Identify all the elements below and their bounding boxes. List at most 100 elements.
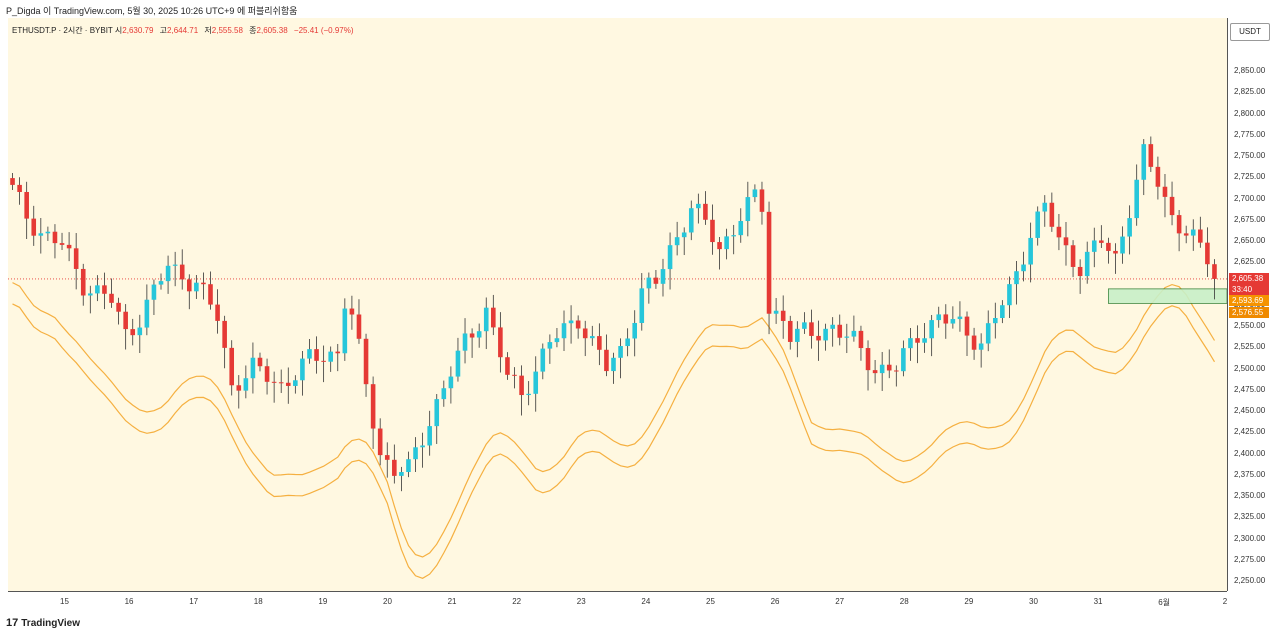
candle-body — [201, 282, 206, 285]
time-tick: 17 — [189, 597, 199, 606]
candle-body — [73, 248, 79, 269]
symbol-legend: ETHUSDT.P · 2시간 · BYBIT 시2,630.79 고2,644… — [12, 25, 354, 36]
low-label: 저 — [204, 26, 212, 35]
candle-body — [540, 348, 546, 372]
high-value: 2,644.71 — [167, 26, 199, 35]
candle-body — [392, 459, 397, 476]
candle-body — [985, 323, 991, 344]
candle-body — [1176, 215, 1182, 234]
price-tick: 2,625.00 — [1234, 257, 1266, 267]
upper-band-line — [12, 282, 1216, 558]
candle-body — [1148, 144, 1154, 167]
last-price-value: 2,605.38 — [1232, 274, 1264, 283]
candle-body — [1190, 229, 1196, 236]
candle-body — [413, 447, 418, 460]
candle-body — [384, 455, 390, 460]
candle-body — [293, 380, 298, 386]
candle-body — [674, 237, 680, 246]
candle-body — [420, 445, 425, 448]
time-tick: 6월 — [1158, 598, 1170, 607]
currency-button[interactable]: USDT — [1230, 23, 1270, 41]
time-tick: 16 — [124, 597, 134, 606]
time-tick: 26 — [770, 597, 780, 606]
candle-body — [1099, 240, 1104, 243]
candle-body — [681, 232, 687, 238]
candle-body — [745, 197, 751, 222]
candle-body — [1091, 240, 1097, 252]
candle-body — [300, 358, 305, 381]
last-price-badge: 2,605.38 33:40 — [1229, 273, 1269, 295]
candle-body — [498, 327, 503, 358]
candle-body — [1162, 186, 1168, 197]
candle-body — [1141, 144, 1147, 180]
candle-body — [10, 178, 15, 185]
candle-body — [738, 221, 744, 236]
candle-body — [448, 376, 454, 389]
candle-body — [872, 370, 878, 374]
candle-body — [243, 378, 249, 391]
candle-body — [830, 324, 835, 329]
candle-body — [1035, 211, 1041, 238]
candle-body — [194, 282, 199, 292]
candle-body — [568, 320, 574, 324]
candle-body — [851, 330, 857, 337]
time-tick: 31 — [1093, 597, 1103, 606]
price-tick: 2,400.00 — [1234, 448, 1266, 458]
candle-body — [399, 472, 404, 476]
candle-body — [505, 357, 510, 375]
candle-body — [1155, 166, 1161, 187]
time-tick: 24 — [641, 597, 651, 606]
candle-body — [88, 293, 93, 296]
candle-body — [24, 191, 29, 219]
candle-body — [1000, 305, 1005, 319]
candle-body — [554, 338, 560, 343]
candle-body — [766, 211, 772, 314]
candle-body — [342, 308, 348, 354]
candle-body — [377, 428, 383, 456]
candle-body — [1063, 237, 1069, 246]
candle-body — [688, 208, 694, 233]
bar-countdown: 33:40 — [1232, 285, 1253, 294]
price-tick: 2,300.00 — [1234, 533, 1266, 543]
candle-body — [328, 351, 333, 362]
candle-body — [978, 343, 984, 350]
price-tick: 2,250.00 — [1234, 576, 1266, 585]
chart-area[interactable] — [8, 18, 1227, 591]
candle-body — [759, 189, 765, 212]
candle-body — [1198, 229, 1203, 243]
time-tick: 25 — [706, 597, 715, 606]
candle-body — [632, 322, 638, 339]
price-chart[interactable] — [8, 18, 1227, 591]
candle-body — [271, 381, 277, 383]
candle-body — [137, 327, 143, 336]
candle-body — [80, 268, 86, 296]
time-tick: 18 — [253, 597, 263, 606]
price-tick: 2,750.00 — [1234, 151, 1266, 160]
candle-body — [151, 284, 157, 300]
price-tick: 2,775.00 — [1234, 129, 1266, 139]
high-label: 고 — [159, 26, 168, 35]
time-scale[interactable]: 15 16 17 18 19 20 21 22 23 24 25 26 27 28 29 30 31 6월 2 — [8, 591, 1227, 611]
time-tick: 27 — [835, 597, 845, 606]
publish-header: P_Digda 이 TradingView.com, 5월 30, 2025 1… — [0, 0, 1280, 18]
candle-body — [144, 299, 150, 328]
price-tick: 2,650.00 — [1234, 236, 1266, 245]
candle-body — [526, 393, 531, 396]
candle-body — [476, 331, 482, 338]
footer: 17 TradingView — [0, 612, 1280, 634]
open-label: 시 — [114, 26, 123, 35]
candle-body — [908, 338, 913, 349]
candle-body — [52, 231, 58, 244]
candle-body — [179, 264, 185, 280]
candle-body — [858, 330, 864, 349]
candle-body — [957, 316, 963, 320]
price-tick: 2,375.00 — [1234, 469, 1266, 479]
candle-body — [589, 336, 595, 339]
candle-body — [469, 333, 475, 338]
time-tick: 23 — [576, 597, 586, 606]
candle-body — [427, 426, 432, 446]
candle-body — [130, 329, 136, 336]
price-tick: 2,825.00 — [1234, 87, 1266, 97]
candle-body — [667, 245, 673, 270]
candle-body — [59, 243, 65, 245]
